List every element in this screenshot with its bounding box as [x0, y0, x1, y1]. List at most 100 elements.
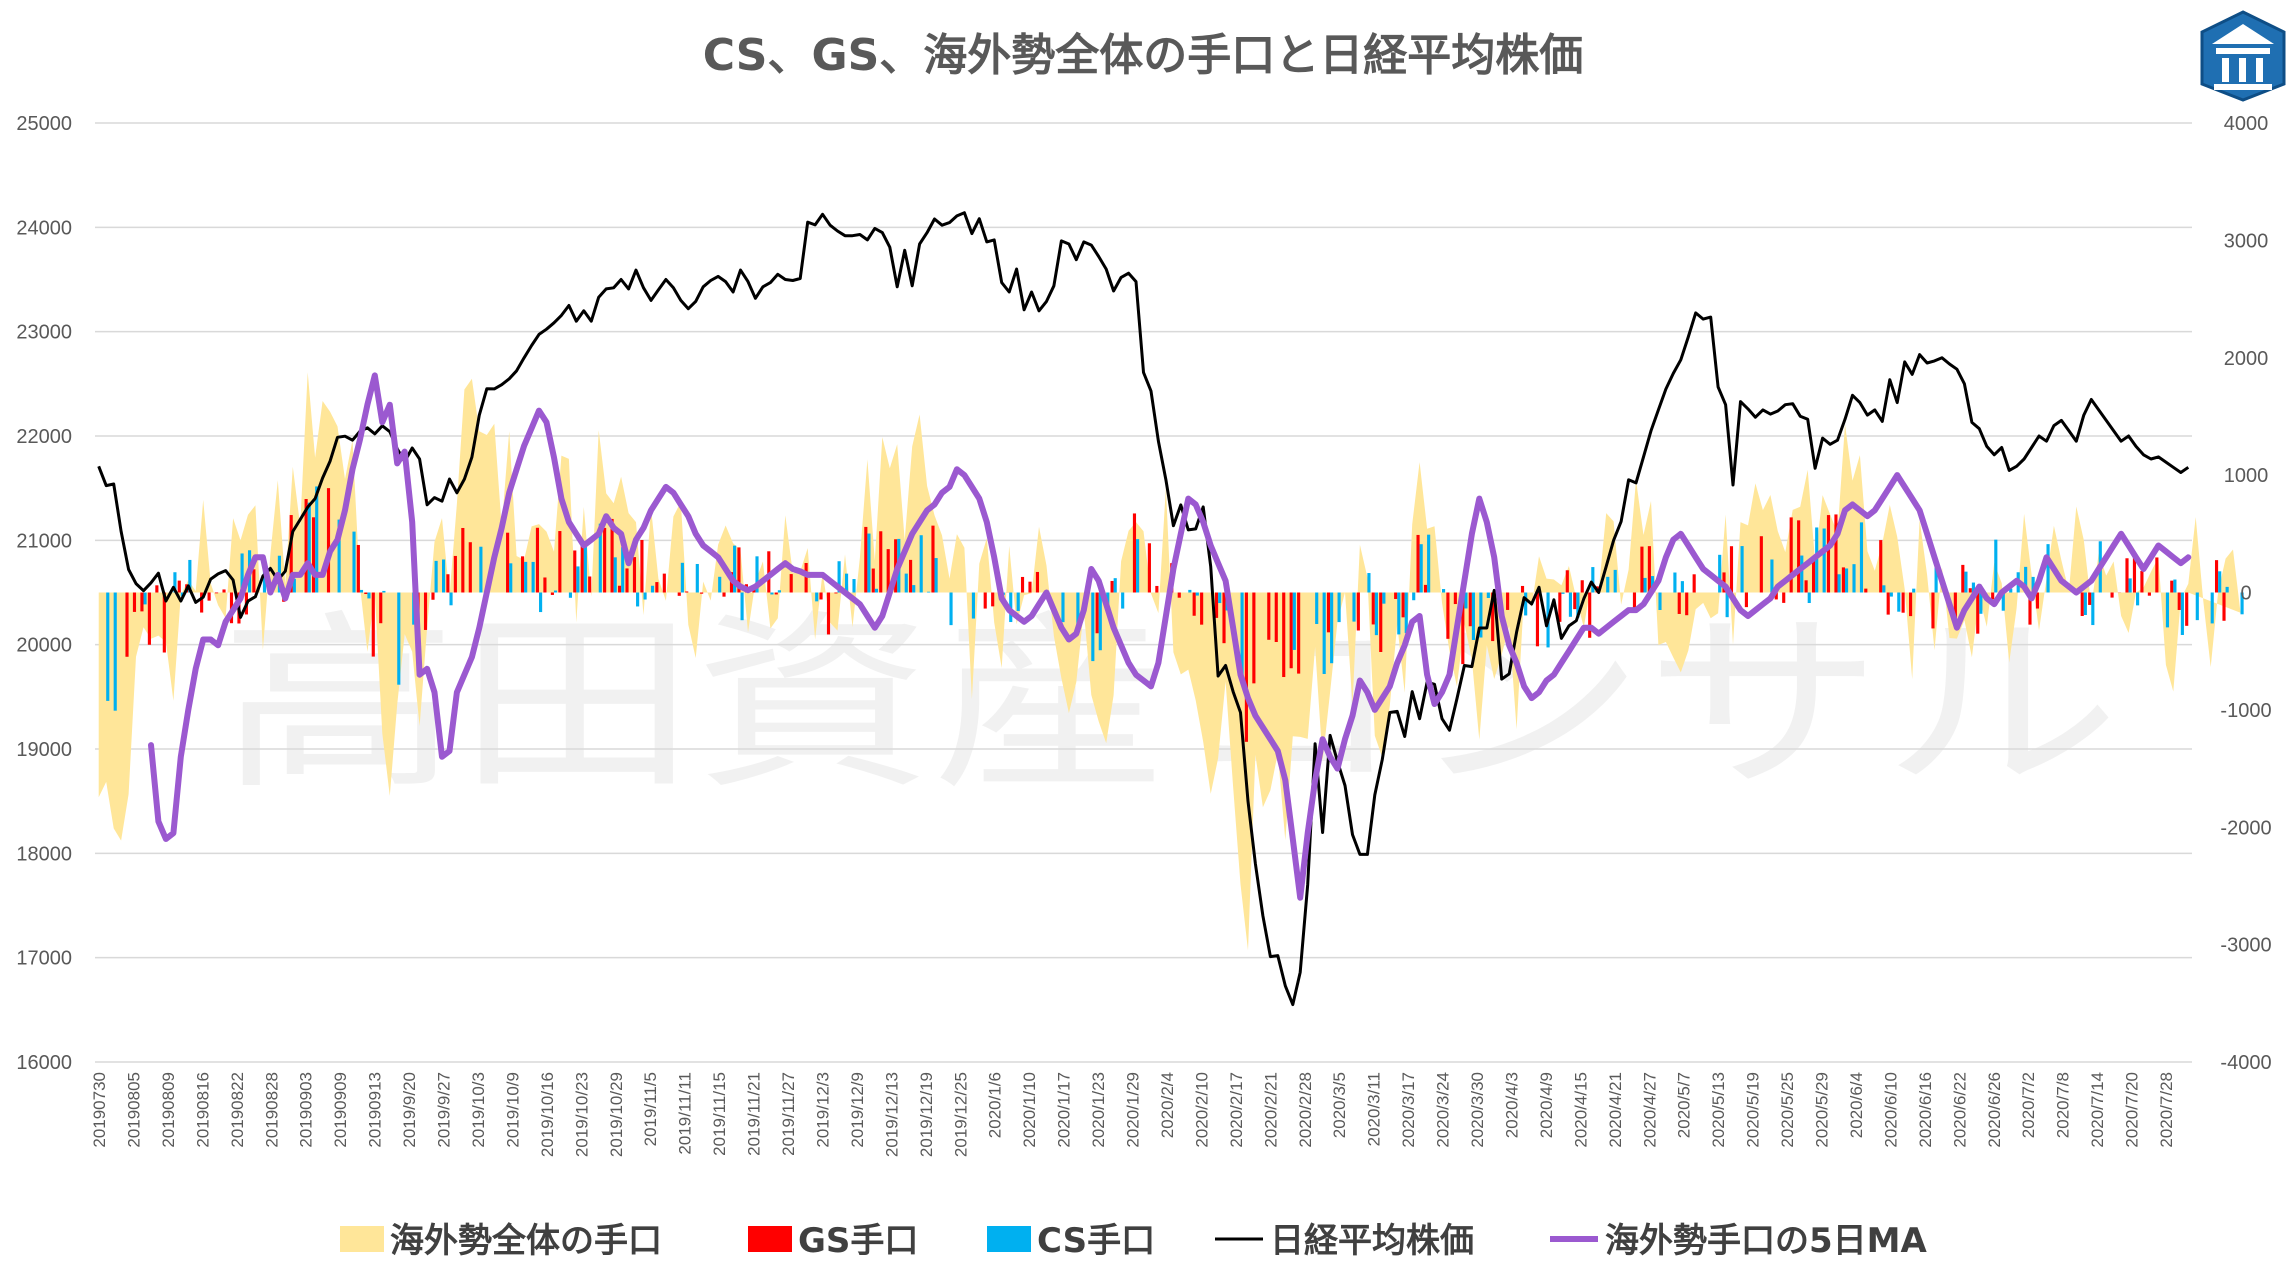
gs-bar: [1423, 584, 1428, 593]
left-axis-tick-label: 19000: [16, 739, 72, 761]
gs-bar: [1588, 592, 1592, 638]
gs-bar: [2170, 580, 2174, 593]
gs-bar: [1826, 515, 1831, 593]
gs-bar: [1371, 592, 1375, 625]
x-axis-tick-label: 20190809: [159, 1072, 178, 1148]
gs-bar: [423, 592, 428, 630]
right-axis-tick-label: -2000: [2220, 817, 2271, 839]
gs-bar: [1468, 592, 1472, 627]
gs-bar: [1035, 571, 1040, 593]
cs-bar: [337, 519, 341, 593]
gs-bar: [1394, 592, 1398, 599]
gs-bar: [177, 580, 181, 593]
gs-bar: [1640, 546, 1644, 593]
cs-bar: [1076, 592, 1080, 630]
gs-bar: [1647, 546, 1651, 593]
cs-bar: [292, 578, 296, 593]
gs-bar: [1200, 592, 1204, 625]
cs-bar: [1934, 559, 1938, 593]
cs-bar: [113, 592, 117, 711]
cs-bar: [777, 590, 781, 593]
gs-bar: [1379, 592, 1383, 652]
gs-bar: [2177, 592, 2181, 610]
x-axis: 20190730 20190805 20190809 20190816 20190822…: [90, 1072, 2176, 1157]
gs-bar: [1520, 585, 1525, 593]
cs-bar: [1195, 592, 1199, 596]
cs-bar: [524, 561, 528, 593]
gs-bar: [506, 532, 510, 593]
gs-bar: [1095, 592, 1099, 634]
gs-bar: [1132, 513, 1137, 593]
gs-bar: [677, 592, 681, 596]
cs-bar: [397, 592, 401, 685]
gs-bar: [1282, 592, 1286, 678]
cs-bar: [1121, 592, 1125, 609]
gs-bar: [2222, 592, 2226, 621]
gs-bar: [1453, 592, 1457, 605]
gs-bar: [685, 591, 689, 593]
gs-bar: [326, 488, 331, 593]
x-axis-tick-label: 2020/6/10: [1881, 1072, 1900, 1148]
cs-bar: [307, 502, 311, 593]
gs-bar: [1558, 592, 1562, 622]
cs-bar: [1680, 581, 1684, 593]
cs-bar: [650, 585, 655, 593]
cs-bar: [852, 579, 856, 593]
gs-bar: [1147, 543, 1151, 593]
cs-bar: [583, 543, 587, 593]
legend-label-ma5: 海外勢手口の5日MA: [1605, 1221, 1927, 1261]
cs-bar: [1591, 567, 1595, 593]
cs-bar: [1337, 592, 1341, 623]
cs-bar: [1718, 554, 1722, 593]
cs-bar: [1882, 585, 1886, 593]
gs-bar: [826, 592, 831, 635]
legend-label-foreign-total: 海外勢全体の手口: [390, 1221, 662, 1261]
gs-bar: [214, 592, 219, 594]
cs-bar: [2024, 566, 2028, 593]
x-axis-tick-label: 2019/11/15: [710, 1072, 729, 1156]
cs-bar: [740, 592, 744, 621]
gs-bar: [983, 592, 987, 609]
gs-bar: [1222, 592, 1226, 644]
right-axis-tick-label: -3000: [2220, 935, 2271, 957]
gs-bar: [662, 573, 666, 593]
cs-bar: [442, 559, 446, 593]
chart-title: CS、GS、海外勢全体の手口と日経平均株価: [703, 30, 1584, 81]
cs-bar: [509, 563, 513, 593]
cs-bar: [1912, 588, 1916, 593]
gs-bar: [1535, 592, 1540, 647]
cs-bar: [1815, 527, 1819, 593]
x-axis-tick-label: 2020/5/25: [1778, 1072, 1797, 1148]
cs-bar: [367, 592, 371, 599]
cs-bar: [2165, 592, 2170, 628]
cs-bar: [2091, 592, 2095, 626]
gs-bar: [1028, 581, 1032, 593]
left-axis-tick-label: 22000: [16, 426, 72, 448]
x-axis-tick-label: 2019/11/11: [676, 1072, 695, 1155]
gs-bar: [461, 527, 465, 593]
line-layer: [97, 211, 2192, 1007]
gs-bar: [1961, 564, 1965, 593]
cs-bar: [1576, 592, 1580, 618]
gs-bar: [804, 562, 808, 593]
cs-bar: [1419, 544, 1423, 593]
cs-bar: [613, 557, 617, 593]
left-axis-tick-label: 17000: [16, 948, 72, 970]
cs-bar: [1613, 569, 1617, 593]
cs-bar: [621, 547, 625, 593]
cs-bar: [1479, 592, 1483, 638]
cs-bar: [2225, 586, 2229, 593]
gs-bar: [1692, 574, 1696, 593]
x-axis-tick-label: 2020/1/17: [1055, 1072, 1074, 1148]
cs-bar: [2195, 592, 2199, 621]
gs-bar: [1976, 592, 1980, 634]
x-axis-tick-label: 20190805: [124, 1072, 143, 1148]
cs-bar: [1397, 592, 1401, 635]
gs-bar: [1879, 540, 1883, 593]
gs-bar: [1297, 592, 1301, 674]
x-axis-tick-label: 2020/1/23: [1089, 1072, 1108, 1148]
cs-bar: [553, 590, 558, 593]
cs-bar: [1800, 555, 1804, 593]
cs-bar: [568, 592, 573, 598]
legend: 海外勢全体の手口 GS手口 CS手口 日経平均株価 海外勢手口の5日MA: [340, 1221, 1927, 1261]
